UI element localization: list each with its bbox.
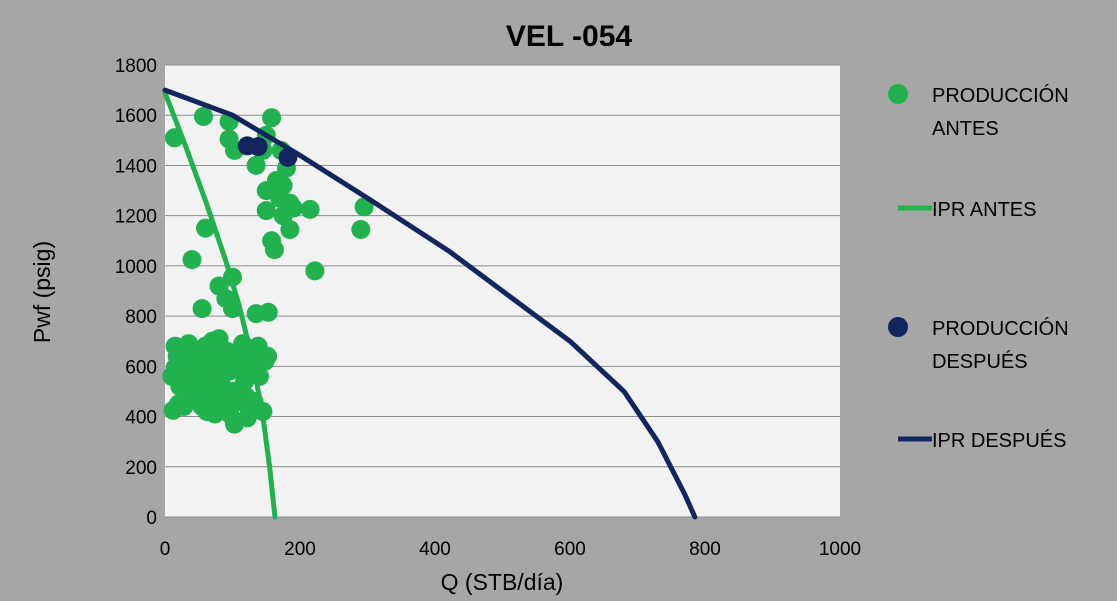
series-1 xyxy=(162,90,278,520)
data-point xyxy=(231,392,251,411)
series-line xyxy=(162,87,698,520)
legend: PRODUCCIÓN ANTES IPR ANTES PRODUCCIÓN DESPUÉ… xyxy=(888,84,1069,452)
data-point xyxy=(248,137,268,157)
x-tick-label: 0 xyxy=(160,539,171,560)
data-point xyxy=(182,250,202,270)
y-tick-label: 800 xyxy=(125,307,157,328)
data-point xyxy=(354,197,374,217)
legend-item-3: IPR DESPUÉS xyxy=(898,429,1066,452)
series-0 xyxy=(162,107,374,434)
series-line xyxy=(162,90,278,520)
x-tick-label: 600 xyxy=(554,539,586,560)
legend-label: PRODUCCIÓN ANTES xyxy=(932,84,1069,140)
legend-item-0: PRODUCCIÓN ANTES xyxy=(888,84,1069,140)
data-point xyxy=(300,199,320,219)
data-point xyxy=(351,220,371,239)
y-axis-title: Pwf (psig) xyxy=(29,241,55,343)
data-point xyxy=(262,108,282,128)
series-layer xyxy=(162,87,698,520)
x-axis-ticks: 0 200 400 600 800 1000 xyxy=(160,539,861,560)
data-point xyxy=(192,299,212,319)
data-point xyxy=(305,261,325,281)
y-tick-label: 200 xyxy=(125,458,157,479)
legend-label: IPR DESPUÉS xyxy=(932,429,1066,452)
legend-label: PRODUCCIÓN DESPUÉS xyxy=(932,317,1069,373)
data-point xyxy=(179,334,199,354)
legend-dot-swatch xyxy=(888,317,908,337)
data-point xyxy=(194,107,213,126)
data-point xyxy=(204,351,224,371)
x-tick-label: 800 xyxy=(689,539,721,560)
data-point xyxy=(256,201,276,221)
legend-item-1: IPR ANTES xyxy=(898,199,1036,221)
y-tick-label: 1200 xyxy=(115,207,157,228)
chart-title: VEL -054 xyxy=(506,20,632,53)
y-axis-ticks: 0 200 400 600 800 1000 1200 1400 1600 1800 xyxy=(115,56,157,529)
x-axis-title: Q (STB/día) xyxy=(441,569,564,595)
data-point xyxy=(280,220,300,239)
data-point xyxy=(264,240,284,260)
y-tick-label: 400 xyxy=(125,408,157,429)
data-point xyxy=(246,155,266,175)
y-tick-label: 0 xyxy=(146,508,157,529)
data-point xyxy=(227,346,247,366)
y-tick-label: 600 xyxy=(125,357,157,378)
x-tick-label: 400 xyxy=(419,539,451,560)
legend-label: IPR ANTES xyxy=(932,199,1036,221)
legend-dot-swatch xyxy=(888,84,908,104)
data-point xyxy=(258,302,278,322)
x-tick-label: 200 xyxy=(284,539,316,560)
data-point xyxy=(196,218,215,238)
series-3 xyxy=(162,87,698,520)
data-point xyxy=(208,371,228,391)
data-point xyxy=(174,397,194,416)
data-point xyxy=(220,404,240,424)
x-tick-label: 1000 xyxy=(819,539,861,560)
legend-item-2: PRODUCCIÓN DESPUÉS xyxy=(888,317,1069,373)
data-point xyxy=(194,381,214,401)
y-tick-label: 1600 xyxy=(115,106,157,127)
y-tick-label: 1400 xyxy=(115,156,157,177)
y-tick-label: 1000 xyxy=(115,257,157,278)
y-tick-label: 1800 xyxy=(115,56,157,77)
data-point xyxy=(177,364,197,384)
data-point xyxy=(205,404,225,424)
data-point xyxy=(258,346,278,366)
